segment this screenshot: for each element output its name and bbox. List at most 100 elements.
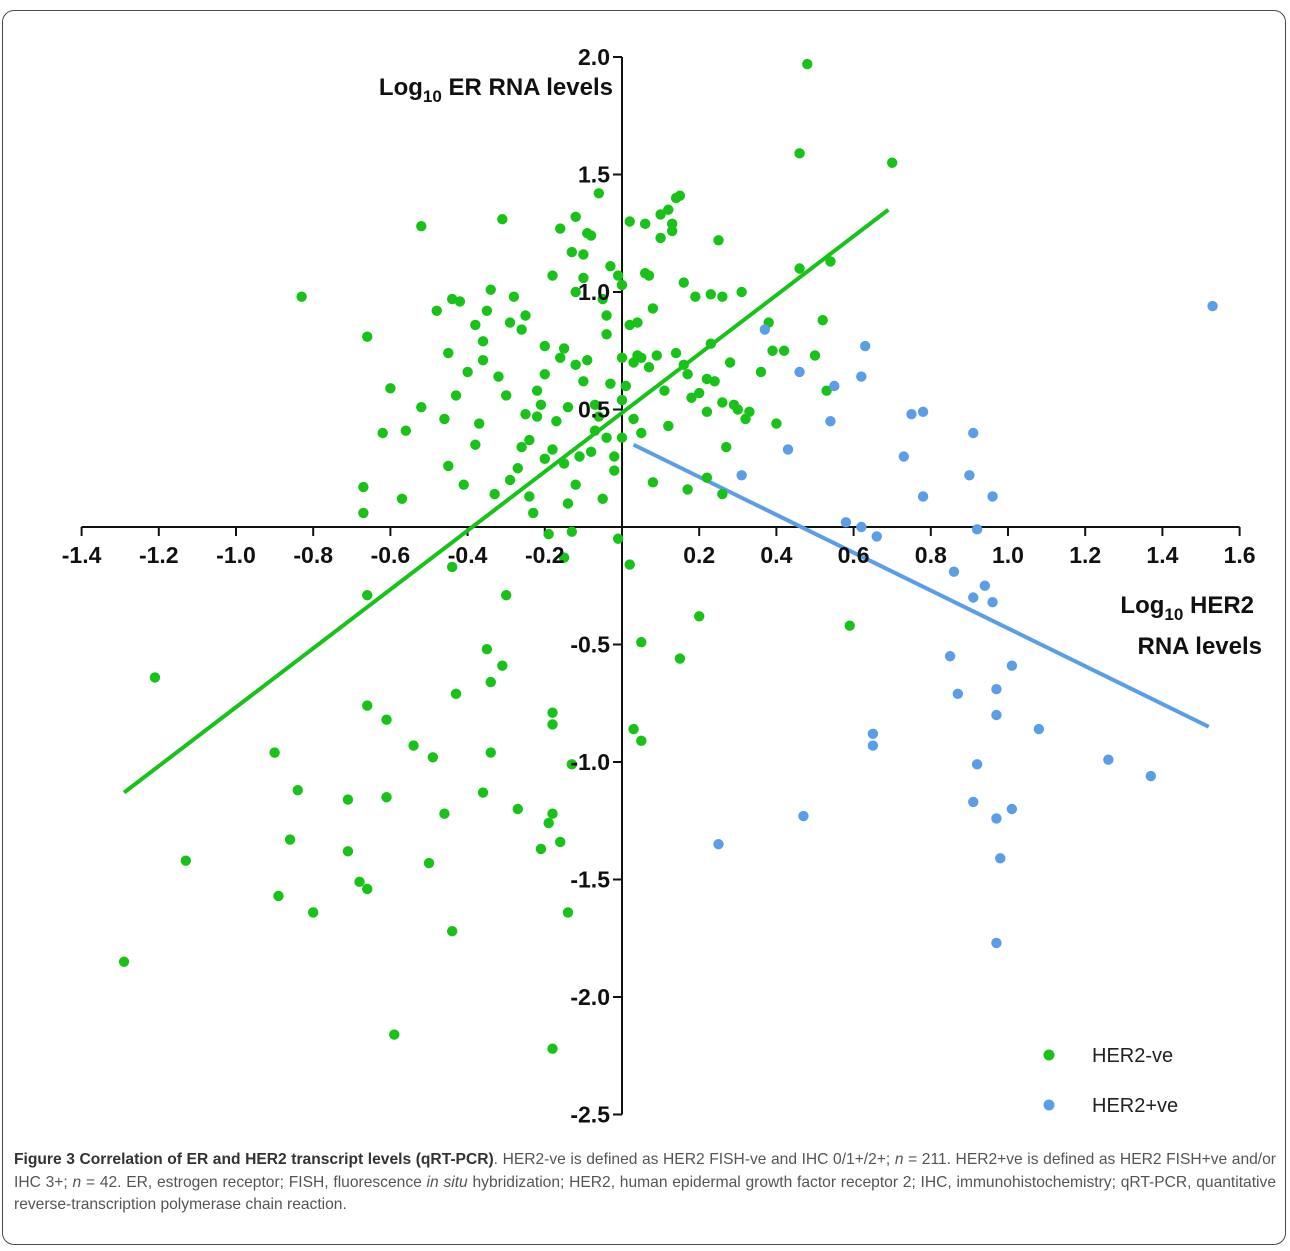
data-point-her2-neg (767, 345, 778, 356)
data-point-her2-pos (856, 521, 867, 533)
data-point-her2-neg (562, 498, 574, 509)
data-point-her2-neg (605, 378, 616, 389)
data-point-her2-neg (450, 688, 462, 700)
axis-labels: -1.4 -1.2 -1.0 -0.8 -0.6 -0.4 -0.2 0.2 0.4 0.6 0.8… (62, 44, 1262, 1128)
data-point-her2-neg (377, 427, 388, 439)
data-point-her2-pos (979, 580, 991, 591)
data-point-her2-neg (794, 263, 805, 274)
data-point-her2-neg (636, 735, 647, 747)
data-point-her2-neg (443, 347, 454, 359)
data-point-her2-neg (292, 785, 303, 796)
x-tick-label: 1.2 (1069, 542, 1101, 568)
data-point-her2-neg (678, 277, 689, 288)
data-point-her2-pos (952, 688, 964, 700)
data-point-her2-neg (273, 890, 284, 902)
data-point-her2-neg (682, 484, 693, 495)
data-point-her2-neg (566, 526, 578, 537)
data-point-her2-neg (670, 347, 682, 359)
data-points (118, 58, 1218, 1054)
data-point-her2-neg (589, 425, 601, 436)
data-point-her2-neg (578, 249, 589, 260)
data-point-her2-neg (713, 235, 724, 246)
data-point-her2-neg (647, 477, 659, 488)
data-point-her2-neg (663, 204, 674, 215)
data-point-her2-neg (528, 507, 539, 519)
data-point-her2-neg (566, 759, 578, 770)
axes (80, 56, 1241, 1116)
data-point-her2-neg (574, 451, 585, 462)
data-point-her2-neg (585, 230, 597, 241)
x-tick-label: 1.6 (1224, 542, 1256, 568)
data-point-her2-neg (342, 846, 354, 857)
data-point-her2-pos (871, 531, 882, 542)
data-point-her2-neg (446, 926, 458, 937)
data-point-her2-neg (771, 418, 782, 429)
data-point-her2-neg (342, 794, 354, 805)
data-point-her2-neg (609, 465, 620, 476)
x-tick-label: 0.2 (683, 542, 715, 568)
data-point-her2-pos (867, 728, 879, 739)
data-point-her2-neg (597, 493, 608, 504)
legend-marker (1043, 1049, 1055, 1061)
data-point-her2-neg (416, 221, 427, 232)
data-point-her2-neg (601, 329, 612, 340)
data-point-her2-neg (566, 246, 578, 258)
data-point-her2-neg (663, 420, 674, 432)
y-tick-label: 1.0 (578, 279, 610, 305)
data-point-her2-neg (443, 460, 454, 472)
data-point-her2-pos (840, 517, 852, 528)
data-point-her2-neg (547, 707, 558, 718)
data-point-her2-neg (427, 752, 439, 763)
data-point-her2-neg (489, 488, 500, 500)
data-point-her2-neg (551, 416, 562, 427)
data-point-her2-neg (670, 192, 682, 204)
y-tick-label: -2.0 (570, 984, 610, 1010)
data-point-her2-neg (686, 392, 697, 403)
data-point-her2-neg (666, 225, 678, 237)
data-point-her2-neg (585, 446, 597, 457)
data-point-her2-neg (477, 787, 489, 798)
data-point-her2-neg (639, 268, 651, 279)
data-point-her2-pos (1006, 803, 1018, 815)
data-point-her2-neg (543, 528, 554, 540)
data-point-her2-neg (609, 451, 620, 462)
data-point-her2-neg (450, 390, 462, 401)
data-point-her2-neg (558, 458, 570, 469)
data-point-her2-neg (520, 310, 531, 321)
data-point-her2-pos (829, 380, 840, 392)
data-point-her2-neg (616, 394, 628, 406)
data-point-her2-pos (898, 451, 909, 462)
data-point-her2-neg (416, 401, 427, 413)
data-point-her2-neg (362, 589, 373, 601)
data-point-her2-neg (512, 803, 523, 815)
data-point-her2-neg (570, 479, 581, 490)
data-point-her2-neg (624, 559, 635, 570)
data-point-her2-neg (659, 385, 670, 396)
x-axis-title-line2: RNA levels (1138, 633, 1263, 660)
data-point-her2-neg (381, 792, 392, 803)
data-point-her2-neg (570, 359, 581, 371)
data-point-her2-neg (354, 876, 365, 888)
data-point-her2-neg (582, 354, 593, 366)
x-tick-label: -0.8 (293, 542, 333, 568)
data-point-her2-neg (825, 256, 836, 267)
y-tick-label: 2.0 (578, 44, 610, 70)
y-axis-title: Log10 ER RNA levels (379, 74, 613, 106)
data-point-her2-neg (651, 350, 662, 361)
x-tick-label: 0.6 (838, 542, 870, 568)
caption-title: Correlation of ER and HER2 transcript le… (79, 1151, 494, 1168)
data-point-her2-neg (149, 672, 161, 683)
x-tick-label: -0.2 (525, 542, 565, 568)
x-tick-label: -0.6 (371, 542, 411, 568)
data-point-her2-neg (547, 719, 558, 730)
data-point-her2-neg (597, 293, 608, 305)
data-point-her2-neg (744, 406, 755, 418)
data-point-her2-neg (439, 808, 450, 819)
data-point-her2-neg (616, 352, 628, 363)
data-point-her2-neg (578, 272, 589, 284)
data-point-her2-neg (705, 338, 716, 349)
x-tick-label: 1.4 (1146, 542, 1178, 568)
data-point-her2-neg (547, 1043, 558, 1054)
data-point-her2-neg (717, 291, 728, 302)
data-point-her2-pos (968, 427, 979, 439)
